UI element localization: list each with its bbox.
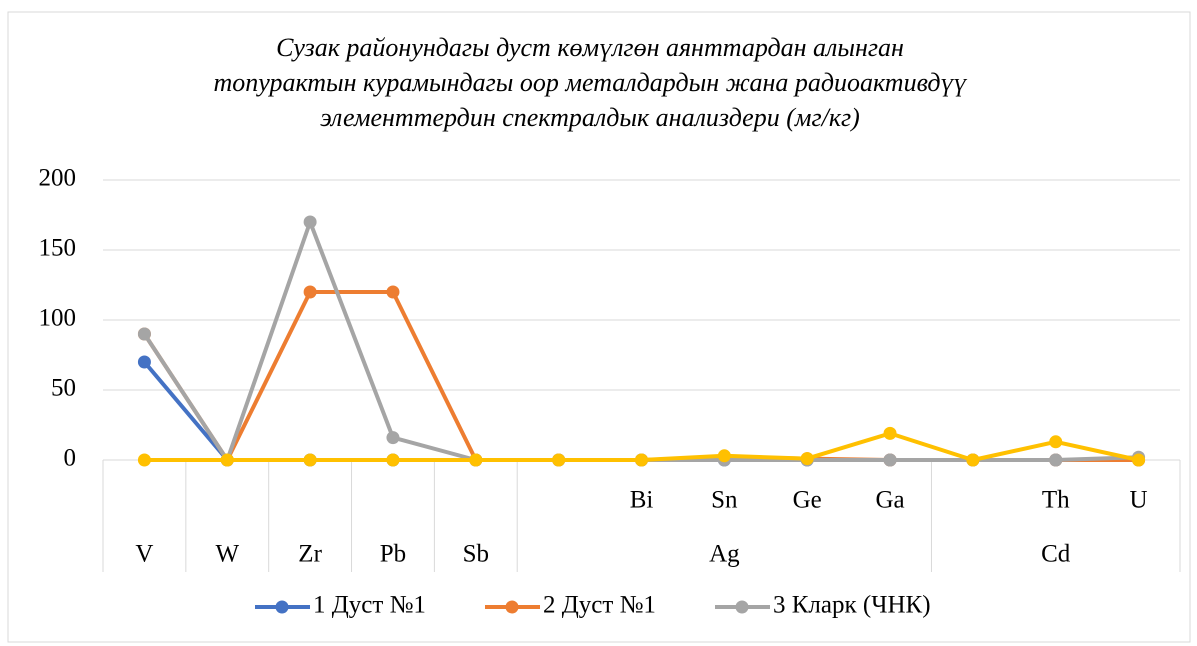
data-point [635, 453, 648, 467]
data-point [137, 327, 151, 341]
data-point [303, 285, 317, 299]
x-group-label: V [135, 541, 153, 568]
data-point [1049, 435, 1063, 449]
data-point [800, 452, 814, 466]
data-point [717, 449, 731, 463]
data-point [386, 453, 400, 467]
legend-label: 1 Дуст №1 [313, 592, 426, 619]
x-tick-label: U [1130, 487, 1148, 514]
x-group-label: Cd [1041, 541, 1071, 568]
x-tick-label: Th [1042, 487, 1070, 514]
chart-frame [7, 11, 1191, 643]
data-point [966, 453, 980, 467]
y-tick-label: 50 [51, 375, 76, 402]
legend-label: 2 Дуст №1 [543, 592, 656, 619]
data-point [1049, 453, 1063, 467]
data-point [552, 453, 566, 467]
x-group-label: W [215, 541, 239, 568]
legend-marker [505, 600, 519, 614]
x-tick-label: Bi [630, 487, 654, 514]
data-point [137, 355, 151, 369]
y-tick-label: 200 [39, 165, 77, 192]
data-point [137, 453, 151, 467]
data-point [883, 453, 897, 467]
x-tick-label: Ga [875, 487, 904, 514]
data-point [220, 453, 234, 467]
data-point [303, 453, 317, 467]
x-group-label: Zr [298, 541, 322, 568]
data-point [1132, 453, 1146, 467]
chart-title: топурактын курамындагы оор металдардын ж… [213, 68, 967, 97]
data-point [469, 453, 483, 467]
x-group-label: Sb [463, 541, 489, 568]
legend-label: 3 Кларк (ЧНК) [773, 592, 931, 619]
x-group-label: Pb [380, 541, 406, 568]
x-tick-label: Ge [793, 487, 822, 514]
data-point [883, 426, 897, 440]
x-group-label: Ag [709, 541, 740, 568]
y-tick-label: 150 [39, 235, 77, 262]
chart-title: Сузак районундагы дуст көмүлгөн аянттард… [276, 33, 904, 62]
data-point [386, 431, 400, 445]
y-tick-label: 100 [39, 305, 77, 332]
legend-marker [735, 600, 749, 614]
chart-title: элементтердин спектралдык анализдери (мг… [320, 103, 860, 132]
data-point [303, 215, 317, 229]
x-tick-label: Sn [711, 487, 738, 514]
y-tick-label: 0 [64, 445, 77, 472]
legend-marker [275, 600, 289, 614]
data-point [386, 285, 400, 299]
